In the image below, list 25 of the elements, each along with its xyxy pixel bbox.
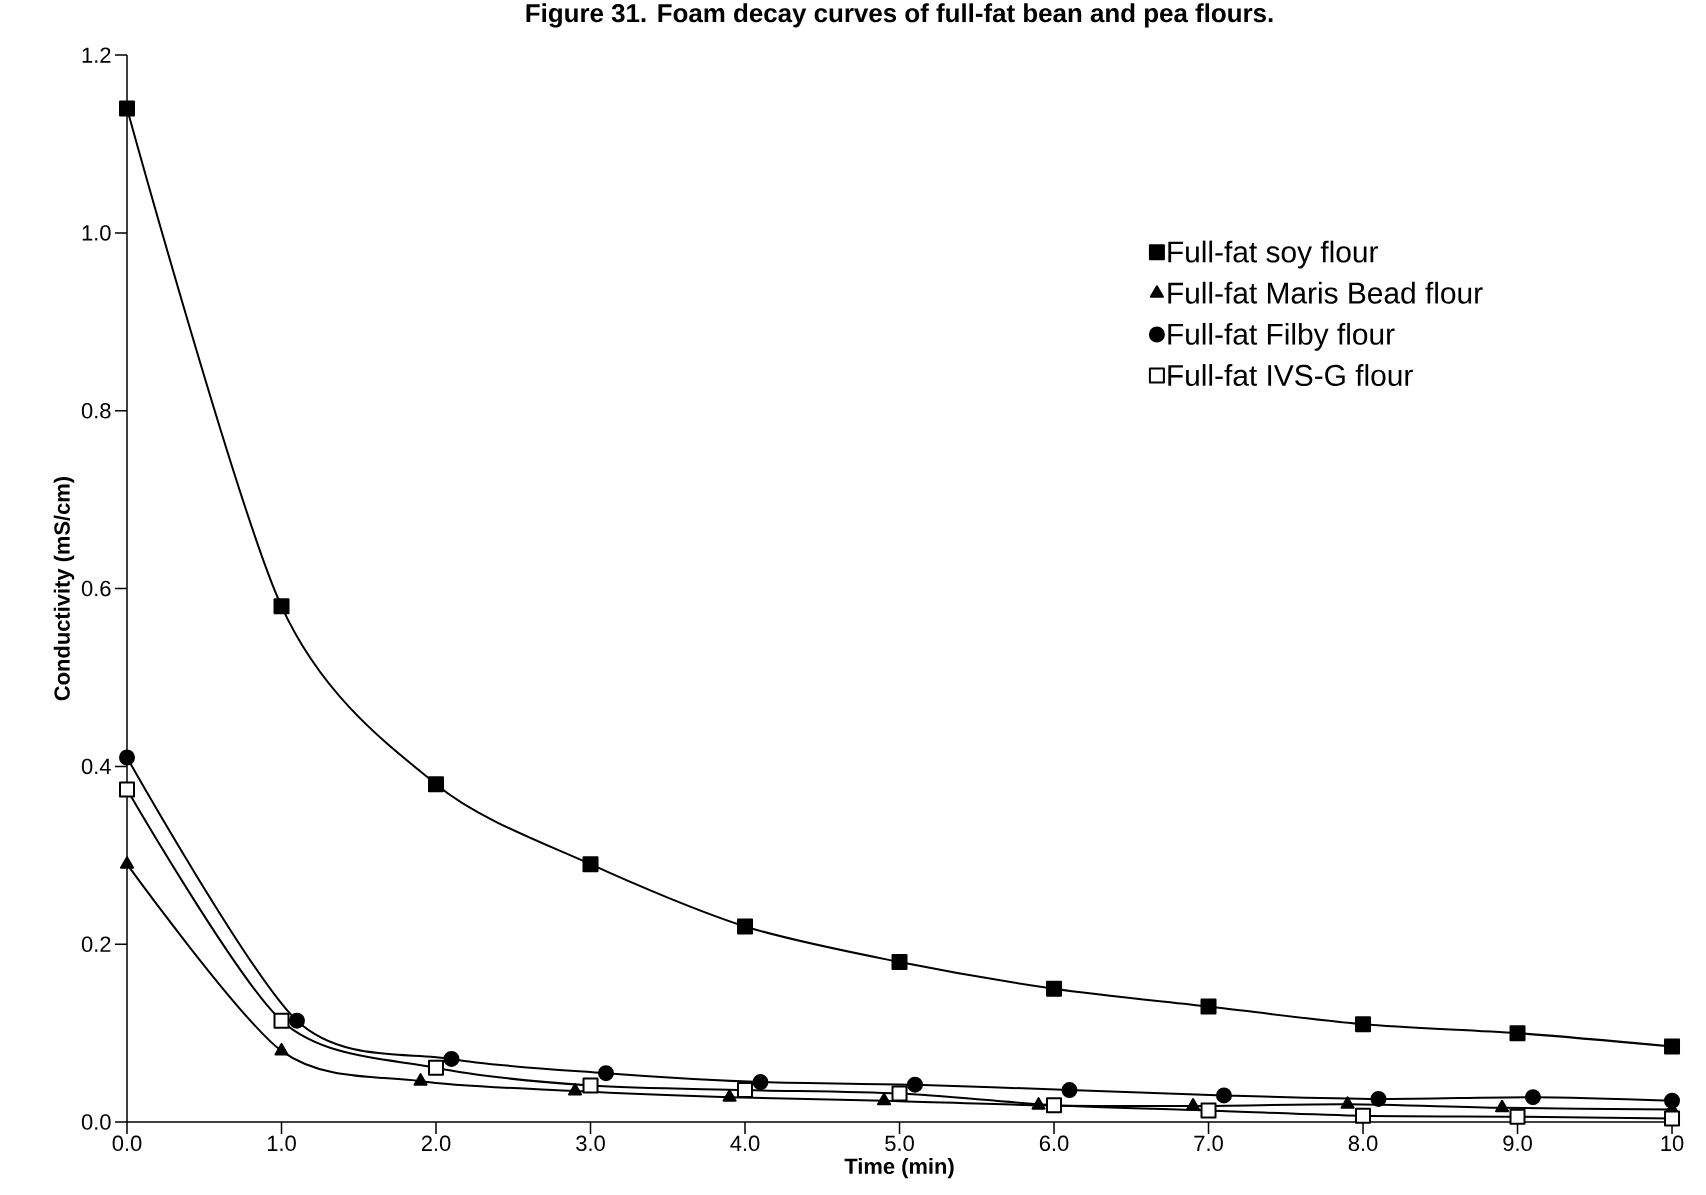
legend-label: Full-fat Maris Bead flour — [1168, 281, 1483, 304]
y-tick-label: 0.4 — [81, 758, 111, 775]
x-tick-label: 8.0 — [1348, 1135, 1378, 1152]
x-tick-label: 10 — [1661, 1135, 1684, 1152]
y-tick-label: 1.2 — [82, 47, 111, 63]
y-tick-label: 0.2 — [81, 936, 111, 952]
x-tick-label: 7.0 — [1194, 1135, 1223, 1152]
x-tick-label: 5.0 — [885, 1135, 914, 1152]
y-tick-label: 0.8 — [81, 402, 111, 419]
y-axis-title: Conductivity (mS/cm) — [53, 477, 75, 701]
chart-title: Figure 31. Foam decay curves of full-fat bean and pea flours. — [526, 3, 1273, 28]
x-tick-label: 3.0 — [576, 1135, 605, 1152]
x-axis-title: Time (min) — [844, 1157, 954, 1179]
x-tick-label: 9.0 — [1503, 1135, 1532, 1152]
x-tick-label: 6.0 — [1039, 1135, 1069, 1152]
x-tick-label: 2.0 — [421, 1135, 451, 1152]
x-tick-label: 4.0 — [730, 1135, 760, 1152]
y-tick-label: 1.0 — [82, 225, 111, 241]
legend-label: Full-fat IVS-G flour — [1168, 364, 1413, 386]
legend-label: Full-fat Filby flour — [1168, 322, 1395, 351]
x-tick-label: 0.0 — [112, 1135, 142, 1152]
y-tick-label: 0.0 — [81, 1114, 111, 1130]
legend-label: Full-fat soy flour — [1168, 240, 1378, 269]
x-tick-label: 1.0 — [267, 1135, 296, 1152]
y-tick-label: 0.6 — [81, 580, 111, 597]
